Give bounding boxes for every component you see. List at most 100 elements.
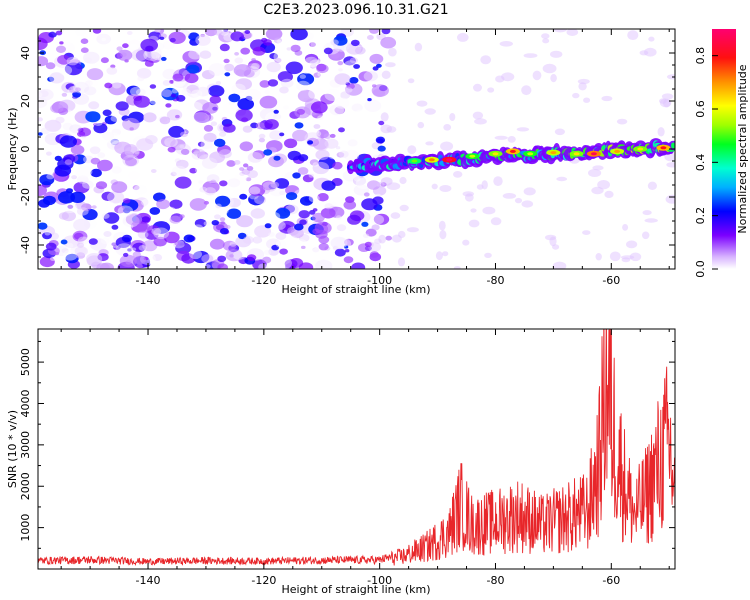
noise-blob <box>424 108 436 115</box>
noise-blob <box>200 33 205 38</box>
noise-blob <box>324 203 334 210</box>
noise-blob <box>474 118 487 125</box>
noise-blob <box>112 81 122 89</box>
noise-blob <box>106 67 118 75</box>
noise-blob <box>180 148 190 155</box>
noise-blob <box>334 106 346 115</box>
noise-blob <box>239 193 248 200</box>
noise-blob <box>38 96 48 109</box>
noise-blob <box>553 29 567 33</box>
snr-ylabel: SNR (10 * v/v) <box>6 410 19 488</box>
spectrogram-ytick-label: -20 <box>19 188 32 206</box>
noise-blob <box>367 180 381 190</box>
noise-blob <box>242 125 253 133</box>
noise-blob <box>125 213 143 226</box>
noise-blob <box>215 81 222 85</box>
noise-blob <box>286 47 292 51</box>
noise-blob <box>122 117 140 131</box>
noise-blob <box>642 210 652 216</box>
noise-blob <box>397 257 406 267</box>
noise-blob <box>96 33 112 45</box>
noise-blob <box>578 82 587 91</box>
noise-blob <box>229 254 234 258</box>
noise-blob <box>44 231 51 236</box>
noise-blob <box>349 57 358 64</box>
noise-blob <box>169 80 175 84</box>
noise-blob <box>129 127 134 131</box>
noise-blob <box>46 173 55 180</box>
noise-blob <box>186 101 204 114</box>
noise-blob <box>68 86 79 94</box>
noise-blob <box>58 65 73 76</box>
noise-blob <box>264 90 271 95</box>
noise-blob <box>338 150 349 158</box>
noise-blob <box>373 213 390 225</box>
noise-blob <box>181 88 191 96</box>
noise-blob <box>604 190 614 198</box>
noise-blob <box>333 35 348 46</box>
noise-blob <box>297 167 309 175</box>
noise-blob <box>85 111 101 123</box>
noise-blob <box>108 82 126 96</box>
noise-blob <box>179 144 185 149</box>
noise-blob <box>100 237 110 244</box>
trace-peak-core <box>411 159 418 163</box>
noise-blob <box>186 64 200 74</box>
noise-blob <box>38 222 48 230</box>
noise-blob <box>127 171 140 180</box>
noise-blob <box>552 261 567 269</box>
noise-blob <box>350 135 364 146</box>
noise-blob <box>334 248 346 257</box>
noise-blob <box>358 71 373 82</box>
noise-blob <box>235 78 252 90</box>
noise-blob <box>103 231 112 237</box>
noise-blob <box>521 85 532 96</box>
noise-blob <box>90 168 102 178</box>
noise-blob <box>199 186 208 193</box>
spectrogram-ytick-label: 20 <box>19 94 32 108</box>
noise-blob <box>352 176 367 186</box>
noise-blob <box>143 176 155 185</box>
noise-blob <box>371 224 380 231</box>
noise-blob <box>224 72 231 77</box>
noise-blob <box>102 109 112 117</box>
noise-blob <box>111 242 117 246</box>
noise-blob <box>217 263 228 269</box>
noise-blob <box>220 228 229 235</box>
noise-blob <box>88 238 98 245</box>
noise-blob <box>188 32 200 41</box>
noise-blob <box>201 114 209 120</box>
noise-blob <box>442 251 449 257</box>
noise-blob <box>502 193 517 199</box>
noise-blob <box>215 203 222 209</box>
noise-blob <box>89 146 101 155</box>
noise-blob <box>226 208 242 219</box>
noise-blob <box>273 109 279 114</box>
noise-blob <box>523 187 536 196</box>
noise-blob <box>439 185 452 192</box>
noise-blob <box>100 57 109 64</box>
noise-blob <box>209 151 226 164</box>
noise-blob <box>54 155 62 161</box>
noise-blob <box>307 140 314 145</box>
noise-blob <box>300 196 314 206</box>
noise-blob <box>219 29 230 36</box>
noise-blob <box>80 47 89 53</box>
noise-blob <box>370 214 385 225</box>
noise-blob <box>274 257 292 269</box>
noise-blob <box>46 151 52 156</box>
noise-blob <box>254 195 267 205</box>
noise-blob <box>61 248 69 254</box>
noise-blob <box>72 230 88 242</box>
noise-blob <box>259 95 278 109</box>
noise-blob <box>61 92 68 97</box>
snr-line <box>38 329 675 566</box>
noise-blob <box>61 210 76 222</box>
noise-blob <box>251 62 260 70</box>
noise-blob <box>67 131 74 137</box>
noise-blob <box>164 137 178 148</box>
noise-blob <box>56 45 66 53</box>
noise-blob <box>170 93 177 98</box>
noise-blob <box>399 176 407 185</box>
noise-blob <box>315 259 333 269</box>
